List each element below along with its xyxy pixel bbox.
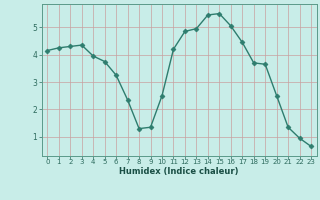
X-axis label: Humidex (Indice chaleur): Humidex (Indice chaleur) xyxy=(119,167,239,176)
